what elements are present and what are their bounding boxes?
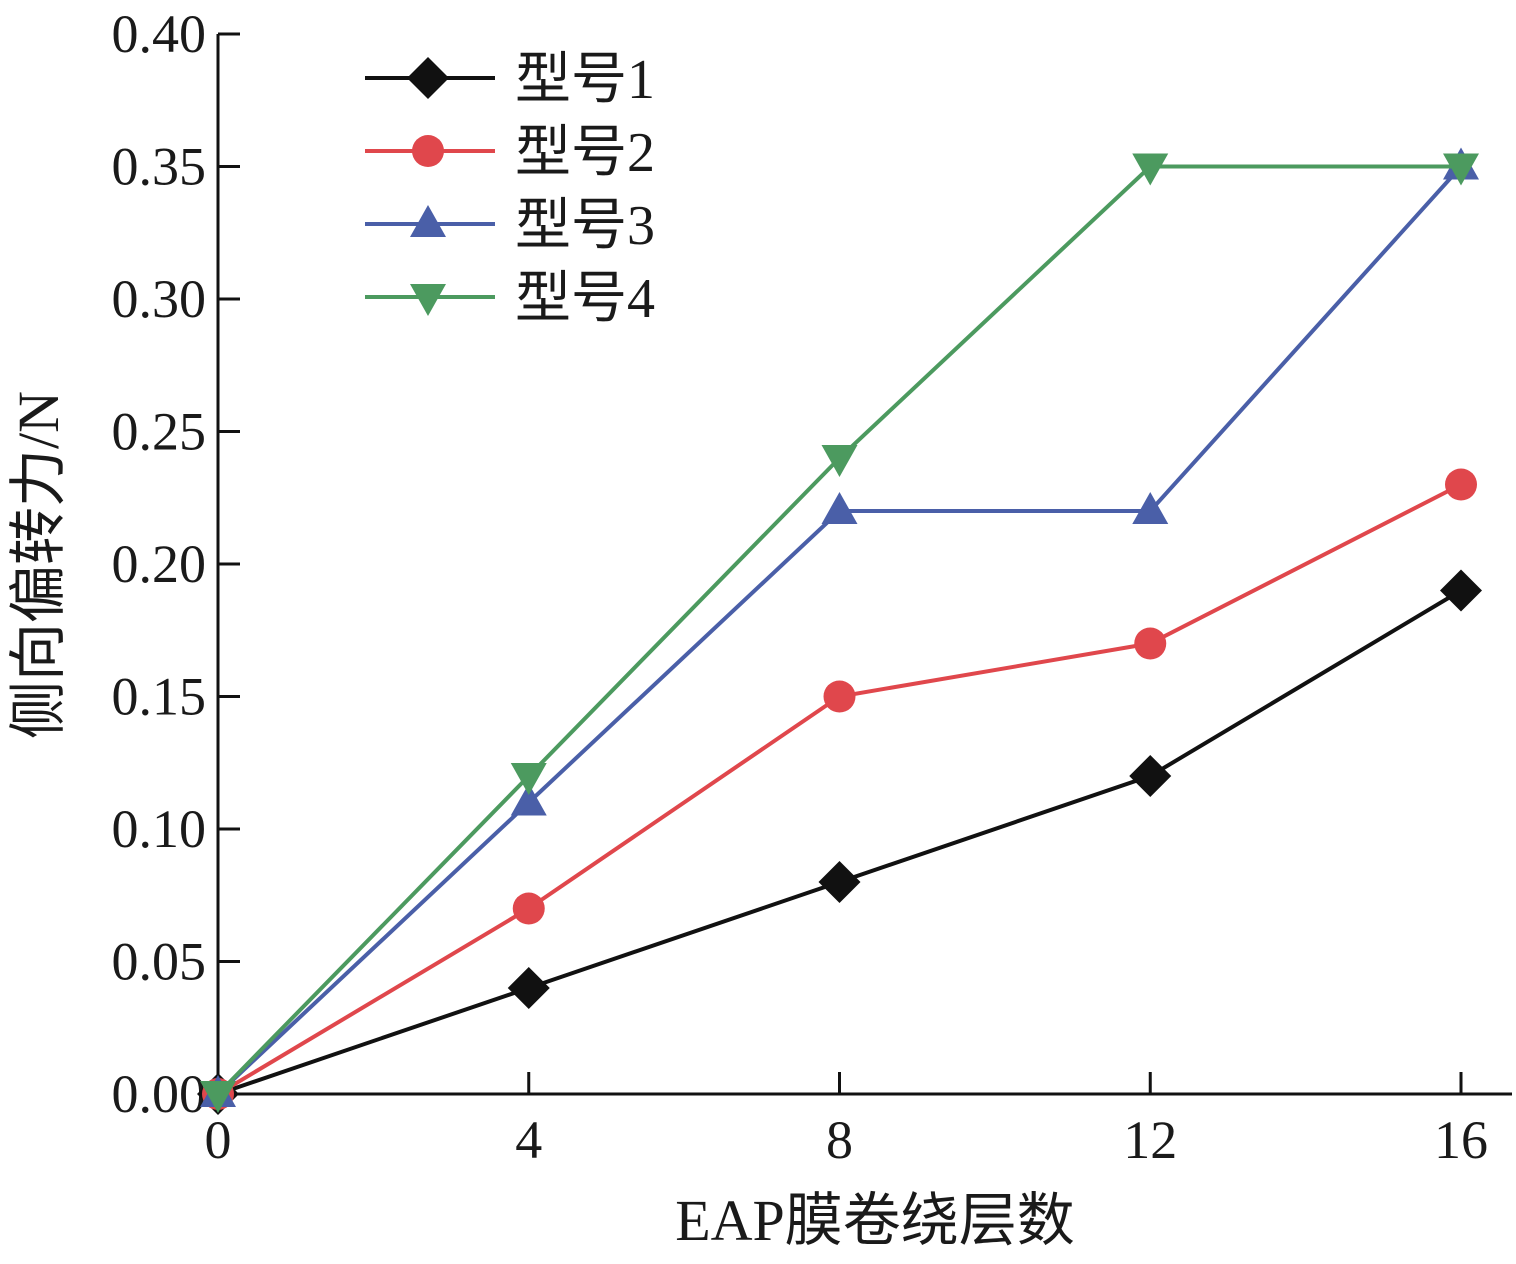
- series-4: [200, 153, 1479, 1113]
- data-point: [1129, 755, 1172, 797]
- data-point: [821, 492, 858, 524]
- legend-entry: 型号4: [365, 268, 655, 330]
- data-point: [1134, 627, 1167, 660]
- data-point: [510, 763, 547, 795]
- series-3: [200, 147, 1479, 1107]
- series-2: [202, 468, 1477, 1110]
- legend-label: 型号3: [515, 195, 655, 257]
- x-tick-label: 12: [1123, 1110, 1177, 1170]
- series-1: [197, 569, 1482, 1115]
- y-tick-label: 0.15: [112, 667, 207, 727]
- y-tick-label: 0.35: [112, 137, 207, 197]
- data-point: [823, 680, 856, 713]
- data-point: [1132, 492, 1169, 524]
- series-line: [216, 482, 1462, 1096]
- legend-label: 型号1: [515, 49, 655, 111]
- legend-label: 型号2: [515, 122, 655, 184]
- data-point: [1443, 153, 1479, 186]
- x-axis-title: EAP膜卷绕层数: [675, 1188, 1075, 1253]
- y-tick-label: 0.10: [112, 799, 207, 859]
- legend-marker: [407, 57, 449, 99]
- legend-label: 型号4: [515, 268, 655, 330]
- series-line: [216, 165, 1463, 1096]
- legend-entry: 型号1: [365, 49, 655, 111]
- y-tick-label: 0.05: [112, 932, 207, 992]
- data-point: [1132, 153, 1169, 186]
- series-layer: [197, 147, 1482, 1115]
- series-line: [216, 164, 1461, 1096]
- data-point: [507, 967, 550, 1009]
- legend-marker: [412, 135, 444, 167]
- legend: 型号1 型号2 型号3 型号4: [365, 49, 655, 330]
- x-tick-label: 8: [826, 1110, 853, 1170]
- x-tick-label: 16: [1434, 1110, 1488, 1170]
- series-line: [217, 588, 1463, 1096]
- data-point: [512, 892, 545, 925]
- data-point: [1440, 569, 1482, 612]
- y-tick-label: 0.20: [112, 534, 207, 594]
- legend-marker: [410, 284, 446, 316]
- data-point: [200, 1081, 236, 1113]
- x-tick-label: 0: [205, 1110, 232, 1170]
- data-point: [818, 861, 861, 903]
- y-tick-label: 0.30: [112, 269, 207, 329]
- x-tick-label: 4: [515, 1110, 542, 1170]
- data-point: [821, 445, 858, 477]
- y-axis-title: 侧向偏转力/N: [6, 391, 71, 739]
- data-point: [1445, 468, 1477, 501]
- y-tick-label: 0.25: [112, 402, 207, 462]
- y-tick-label: 0.00: [112, 1064, 207, 1124]
- data-point: [510, 783, 547, 816]
- y-tick-label: 0.40: [112, 4, 207, 64]
- legend-entry: 型号3: [365, 195, 655, 257]
- legend-marker: [410, 205, 446, 237]
- axes: 0.00 0.05 0.10 0.15 0.20 0.25 0.30 0.35 0.40 0 4 8 1…: [112, 4, 1512, 1170]
- legend-entry: 型号2: [365, 122, 655, 184]
